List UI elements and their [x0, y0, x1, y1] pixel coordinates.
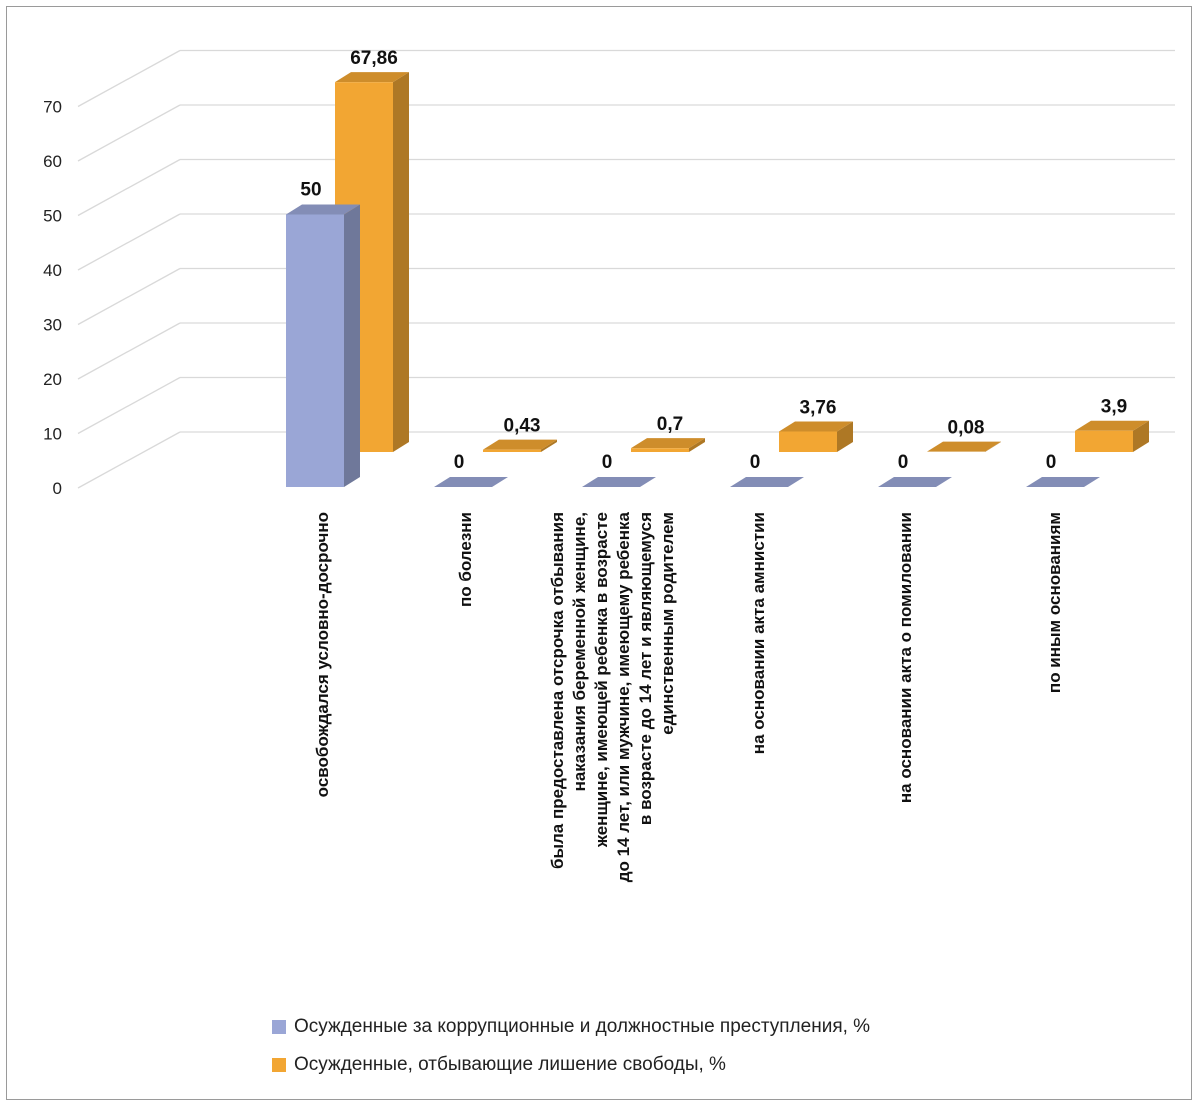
- gridline-side-10: [77, 376, 181, 435]
- bar-series-2: [927, 441, 1001, 452]
- legend-item-series-1: Осужденные за коррупционные и должностны…: [272, 1016, 870, 1038]
- y-tick-label: 40: [43, 261, 62, 280]
- data-label-series-2: 67,86: [350, 48, 398, 69]
- bar-series-2-side: [985, 441, 1001, 452]
- bar-series-1-side: [344, 204, 360, 487]
- bar-series-1-top: [1026, 477, 1100, 487]
- category-label-line: освобождался условно-досрочно: [313, 512, 332, 797]
- legend-label-series-2: Осужденные, отбывающие лишение свободы, …: [294, 1054, 726, 1075]
- bar-series-2: [1075, 420, 1149, 452]
- bar-series-2-front: [1075, 430, 1133, 452]
- bar-series-1: [582, 477, 656, 487]
- bars: 67,86 0,43 0,7 3,76 0,08 3,9 50 0 0 0 0 0: [286, 48, 1149, 487]
- data-label-series-2: 3,76: [800, 398, 837, 419]
- category-label: была предоставлена отсрочка отбывания нак…: [548, 511, 677, 882]
- data-label-series-1: 0: [1046, 452, 1057, 473]
- bar-series-2-front: [779, 431, 837, 452]
- category-label-line: на основании акта амнистии: [749, 512, 768, 754]
- gridline-side-30: [77, 267, 181, 326]
- category-label: освобождался условно-досрочно: [313, 512, 332, 797]
- category-label-line: в возрасте до 14 лет и являющемуся: [636, 512, 655, 825]
- data-label-series-2: 3,9: [1101, 397, 1127, 418]
- data-label-series-1: 0: [454, 452, 465, 473]
- grid-lines: [77, 49, 1175, 489]
- legend-swatch-series-1: [272, 1020, 286, 1034]
- category-label-line: по болезни: [456, 512, 475, 607]
- data-label-series-2: 0,43: [504, 416, 541, 437]
- bar-series-2-side: [393, 72, 409, 453]
- bar-series-1-top: [582, 477, 656, 487]
- data-label-series-1: 0: [750, 452, 761, 473]
- legend-item-series-2: Осужденные, отбывающие лишение свободы, …: [272, 1054, 726, 1076]
- category-label: по болезни: [456, 512, 475, 607]
- gridline-side-60: [77, 104, 181, 162]
- bar-series-1-top: [434, 477, 508, 487]
- gridline-side-70: [77, 49, 181, 108]
- data-label-series-1: 0: [898, 452, 909, 473]
- category-label: на основании акта амнистии: [749, 512, 768, 754]
- bar-series-1-top: [286, 204, 360, 215]
- bar-series-1: [286, 204, 360, 487]
- bar-series-1: [878, 477, 952, 487]
- gridline-side-0: [77, 431, 181, 489]
- y-axis-ticks: 0 10 20 30 40 50 60 70: [43, 98, 62, 499]
- category-label-line: единственным родителем: [658, 512, 677, 735]
- bar-series-2-top: [483, 439, 557, 450]
- chart-frame: [6, 6, 1192, 1100]
- data-label-series-2: 0,08: [948, 418, 985, 439]
- bar-series-2-top: [927, 441, 1001, 452]
- y-tick-label: 50: [43, 207, 62, 226]
- bar-series-2-side: [1133, 420, 1149, 452]
- y-tick-label: 30: [43, 316, 62, 335]
- bar-series-1-top: [730, 477, 804, 487]
- bar-series-2-side: [541, 439, 557, 452]
- category-label-line: до 14 лет, или мужчине, имеющему ребенка: [614, 511, 633, 882]
- x-axis-categories: освобождался условно-досрочно по болезни б…: [313, 511, 1064, 882]
- bar-series-2-top: [779, 421, 853, 432]
- category-label: по иным основаниям: [1045, 512, 1064, 693]
- bar-series-2-top: [335, 72, 409, 83]
- bar-series-1-top: [878, 477, 952, 487]
- bar-series-2: [779, 421, 853, 452]
- data-label-series-1: 50: [300, 180, 321, 201]
- bar-series-1: [1026, 477, 1100, 487]
- y-tick-label: 20: [43, 370, 62, 389]
- bar-series-2-top: [631, 438, 705, 449]
- bar-series-2: [631, 438, 705, 452]
- data-label-series-1: 0: [602, 452, 613, 473]
- y-tick-label: 10: [43, 425, 62, 444]
- bar-series-2: [483, 439, 557, 452]
- data-label-series-2: 0,7: [657, 414, 683, 435]
- bar-series-2-side: [837, 421, 853, 452]
- y-tick-label: 0: [53, 479, 62, 498]
- category-label-line: женщине, имеющей ребенка в возрасте: [592, 512, 611, 848]
- bar-series-2-side: [689, 438, 705, 452]
- bar-series-1-front: [286, 214, 344, 487]
- legend-swatch-series-2: [272, 1058, 286, 1072]
- bar-series-1: [730, 477, 804, 487]
- legend-label-series-1: Осужденные за коррупционные и должностны…: [294, 1016, 871, 1037]
- category-label-line: по иным основаниям: [1045, 512, 1064, 693]
- y-tick-label: 70: [43, 98, 62, 117]
- category-label-line: была предоставлена отсрочка отбывания: [548, 512, 567, 869]
- gridline-side-50: [77, 158, 181, 217]
- bar-series-2-front: [631, 448, 689, 452]
- category-label: на основании акта о помиловании: [896, 512, 915, 803]
- bar-series-2-front: [483, 449, 541, 452]
- y-tick-label: 60: [43, 152, 62, 171]
- category-label-line: наказания беременной женщине,: [570, 512, 589, 791]
- gridline-side-40: [77, 213, 181, 271]
- bar-series-1: [434, 477, 508, 487]
- bar-series-2-top: [1075, 420, 1149, 431]
- category-label-line: на основании акта о помиловании: [896, 512, 915, 803]
- gridline-side-20: [77, 322, 181, 380]
